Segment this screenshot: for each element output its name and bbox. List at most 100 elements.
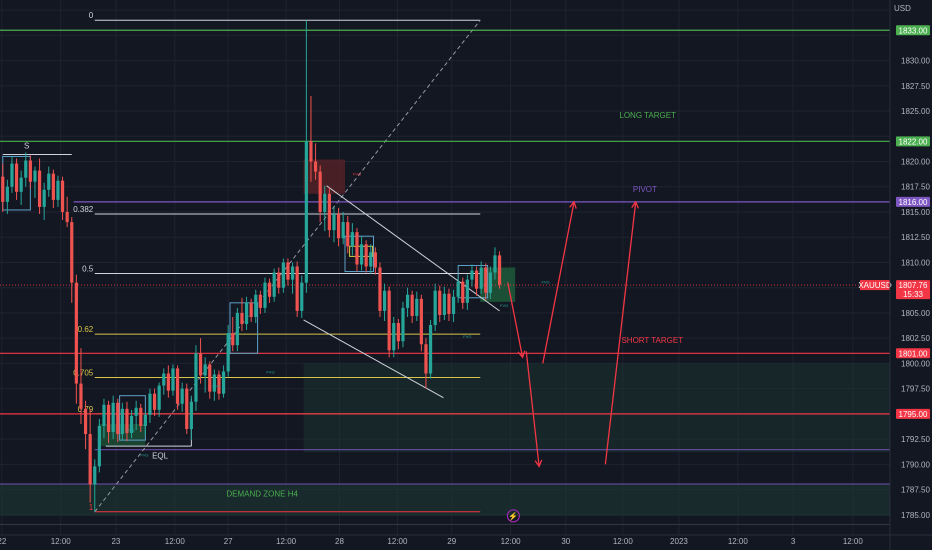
level-1822-badge[interactable] xyxy=(896,136,930,147)
short-target-label: SHORT TARGET xyxy=(621,336,683,345)
time-label-12:00: 12:00 xyxy=(51,537,72,546)
candle-body-52 xyxy=(240,312,244,325)
candle-body-37 xyxy=(171,368,175,391)
time-label-27: 27 xyxy=(224,537,233,546)
candle-body-63 xyxy=(290,266,295,280)
fvg-label-4: FVG xyxy=(266,369,274,374)
fvg-label-5: FVG xyxy=(140,452,148,457)
candle-body-25 xyxy=(116,402,120,435)
candle-body-11 xyxy=(51,173,55,200)
grid xyxy=(0,0,890,535)
candle-body-56 xyxy=(258,294,262,308)
candle-body-39 xyxy=(180,388,184,404)
time-label-28: 28 xyxy=(335,537,344,546)
candles xyxy=(1,20,502,512)
candle-body-49 xyxy=(226,333,230,372)
candle-body-61 xyxy=(281,262,285,288)
level-1801-badge[interactable] xyxy=(896,348,930,359)
level-1833-badge[interactable] xyxy=(896,25,930,36)
candle-body-50 xyxy=(231,333,235,346)
time-label-12:00: 12:00 xyxy=(387,537,408,546)
candle-body-22 xyxy=(102,404,106,426)
price-tick-1800.00: 1800.00 xyxy=(901,359,930,368)
candle-body-40 xyxy=(185,388,189,430)
candle-body-82 xyxy=(378,267,382,311)
time-axis-background xyxy=(0,535,932,550)
arrow-down-2[interactable] xyxy=(525,351,540,467)
candle-body-7 xyxy=(33,170,37,182)
fib-trend-line[interactable] xyxy=(94,19,481,513)
fib-label-1: 1 xyxy=(89,503,94,512)
candle-body-86 xyxy=(396,323,400,342)
level-1833-badge-text: 1833.00 xyxy=(899,26,928,35)
level-1795-badge[interactable] xyxy=(896,408,930,419)
candle-body-38 xyxy=(175,368,180,404)
demand-zone-upper xyxy=(303,363,890,453)
time-label-12:00: 12:00 xyxy=(276,537,297,546)
candle-body-30 xyxy=(139,407,143,426)
time-label-30: 30 xyxy=(561,537,570,546)
candle-body-13 xyxy=(60,180,65,212)
arrow-down-2-head xyxy=(534,459,543,468)
fib-label-0.705: 0.705 xyxy=(73,369,94,378)
order-block-3[interactable] xyxy=(229,302,259,354)
candle-body-21 xyxy=(97,425,101,467)
candle-body-93 xyxy=(428,325,433,374)
candle-body-103 xyxy=(474,270,479,289)
candle-body-58 xyxy=(267,282,272,297)
purple-line-1788 xyxy=(0,483,893,485)
candle-body-36 xyxy=(166,373,170,391)
candle-body-106 xyxy=(488,272,492,293)
candle-body-54 xyxy=(249,302,253,317)
fvg-label-1: FVG xyxy=(541,280,549,285)
candle-body-68 xyxy=(313,161,318,172)
candle-body-74 xyxy=(341,222,345,239)
annotations: LONG TARGET PIVOT SHORT TARGET DEMAND ZONE … xyxy=(24,111,683,523)
arrow-up-2[interactable] xyxy=(604,201,637,465)
price-tick-1810.00: 1810.00 xyxy=(901,258,930,267)
candle-body-3 xyxy=(14,163,19,192)
candle-body-53 xyxy=(244,302,249,325)
falling-wedge-upper[interactable] xyxy=(326,185,500,312)
candle-body-24 xyxy=(111,402,115,433)
candle-body-42 xyxy=(194,353,198,402)
arrow-up-2-head xyxy=(631,200,639,209)
candle-body-64 xyxy=(295,266,299,311)
candle-body-90 xyxy=(415,298,419,316)
level-1816-badge[interactable] xyxy=(896,196,930,207)
price-tick-1797.50: 1797.50 xyxy=(901,385,930,394)
level-1822-badge-text: 1822.00 xyxy=(899,137,928,146)
time-label-12:00: 12:00 xyxy=(843,537,864,546)
falling-wedge-lower[interactable] xyxy=(303,319,444,399)
candle-body-99 xyxy=(456,281,460,297)
horizontal-levels[interactable] xyxy=(0,29,890,415)
candle-body-88 xyxy=(405,294,410,308)
price-tick-1792.50: 1792.50 xyxy=(901,435,930,444)
price-axis[interactable]: USD 1785.00 1787.50 1790.00 1792.50 1797.50 18… xyxy=(858,0,932,550)
order-block-4[interactable] xyxy=(344,235,375,273)
candle-body-98 xyxy=(451,296,456,314)
arrow-up-1[interactable] xyxy=(542,201,575,364)
candle-body-32 xyxy=(148,393,152,415)
alert-icon[interactable] xyxy=(506,509,520,523)
candle-body-85 xyxy=(392,323,396,351)
candle-body-55 xyxy=(254,294,258,317)
level-1816-badge-text: 1816.00 xyxy=(899,198,928,207)
candle-body-73 xyxy=(336,214,341,239)
fib-label-0.382: 0.382 xyxy=(73,205,94,214)
candle-body-43 xyxy=(198,353,203,376)
candle-body-108 xyxy=(497,255,502,285)
purple-line-1791 xyxy=(94,449,893,451)
candle-body-48 xyxy=(221,371,226,394)
time-label-12:00: 12:00 xyxy=(728,537,749,546)
candle-body-94 xyxy=(433,290,437,326)
candle-body-2 xyxy=(10,163,14,187)
candle-body-72 xyxy=(332,214,336,231)
price-tick-1812.50: 1812.50 xyxy=(901,233,930,242)
zones xyxy=(0,159,893,525)
candle-body-102 xyxy=(470,270,474,280)
arrow-down-1[interactable] xyxy=(507,282,524,358)
candle-body-4 xyxy=(19,177,23,192)
